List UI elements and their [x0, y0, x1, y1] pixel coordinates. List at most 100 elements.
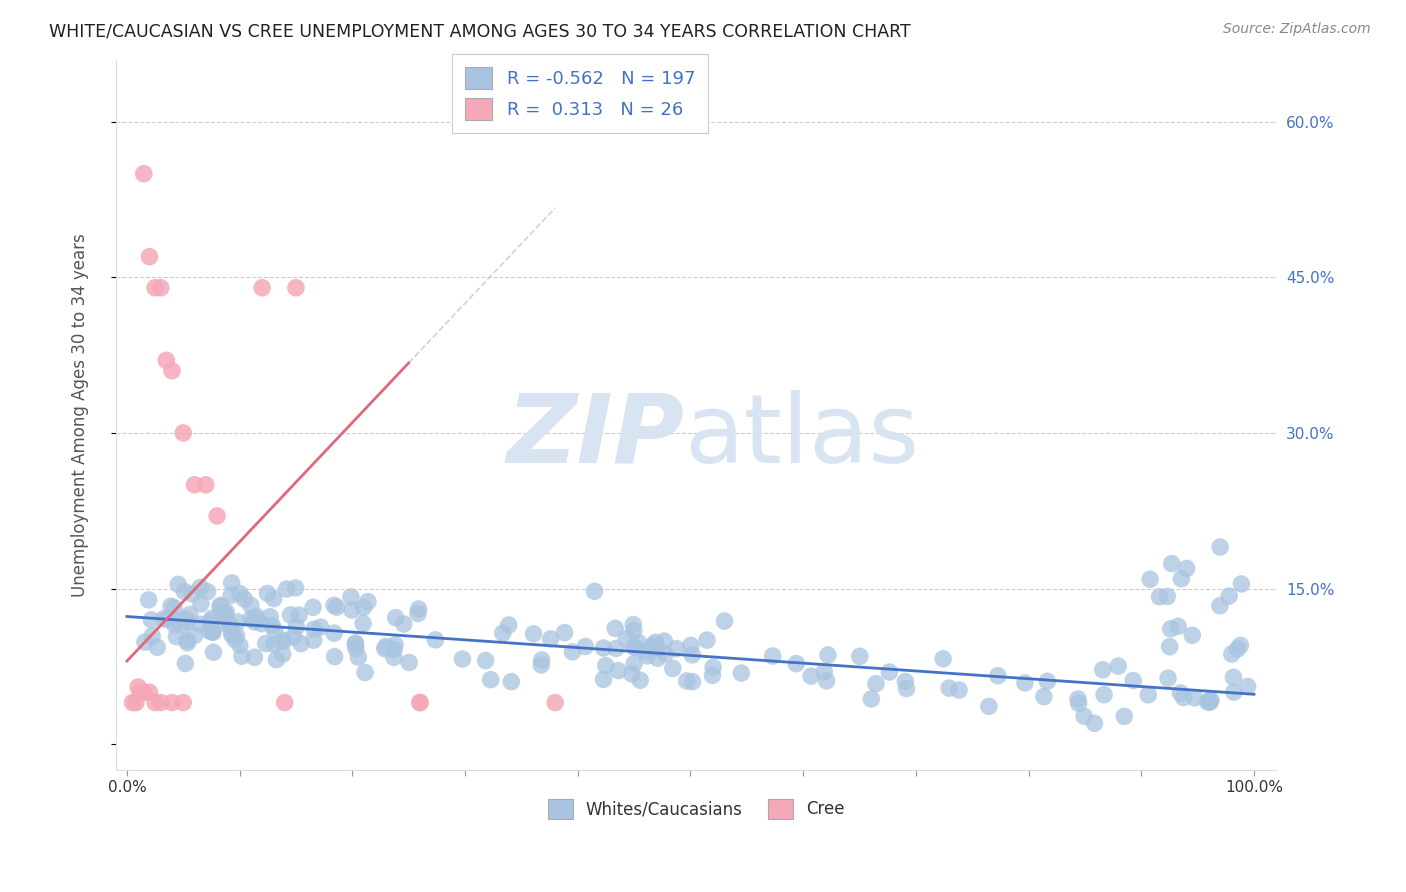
Point — [344, 641, 367, 656]
Point — [167, 577, 190, 591]
Point — [215, 605, 238, 619]
Point — [374, 640, 396, 654]
Point — [225, 628, 247, 642]
Point — [156, 612, 179, 626]
Point — [1014, 676, 1036, 690]
Point — [382, 642, 405, 657]
Point — [125, 696, 148, 710]
Point — [357, 594, 380, 608]
Point — [1114, 709, 1136, 723]
Point — [607, 664, 630, 678]
Point — [641, 639, 664, 653]
Point — [214, 606, 236, 620]
Point — [392, 617, 415, 632]
Point — [1067, 692, 1090, 706]
Point — [474, 654, 496, 668]
Point — [200, 614, 222, 628]
Point — [634, 644, 657, 658]
Text: Source: ZipAtlas.com: Source: ZipAtlas.com — [1223, 22, 1371, 37]
Point — [382, 650, 405, 665]
Point — [498, 618, 520, 632]
Point — [652, 634, 675, 648]
Point — [160, 599, 183, 614]
Point — [243, 611, 266, 625]
Point — [1139, 572, 1161, 586]
Point — [1067, 696, 1090, 710]
Point — [654, 647, 676, 661]
Point — [409, 696, 432, 710]
Point — [250, 281, 273, 295]
Point — [675, 673, 697, 688]
Point — [243, 615, 266, 629]
Point — [1173, 690, 1195, 705]
Point — [263, 591, 285, 606]
Point — [977, 699, 1000, 714]
Point — [621, 617, 644, 632]
Point — [190, 617, 212, 632]
Point — [143, 696, 166, 710]
Point — [636, 648, 658, 663]
Point — [243, 650, 266, 665]
Point — [1156, 590, 1178, 604]
Point — [384, 638, 406, 652]
Point — [1157, 671, 1180, 685]
Point — [1199, 693, 1222, 707]
Point — [1229, 639, 1251, 653]
Point — [129, 685, 152, 699]
Point — [1222, 670, 1244, 684]
Point — [146, 640, 169, 655]
Point — [190, 597, 212, 611]
Point — [134, 635, 156, 649]
Point — [283, 629, 305, 643]
Point — [409, 696, 432, 710]
Point — [288, 608, 311, 623]
Point — [219, 618, 242, 632]
Point — [149, 281, 172, 295]
Point — [1184, 690, 1206, 705]
Point — [239, 612, 262, 626]
Point — [817, 648, 839, 662]
Point — [645, 641, 668, 656]
Point — [1036, 674, 1059, 689]
Point — [1032, 690, 1054, 704]
Point — [344, 637, 367, 651]
Point — [138, 685, 160, 699]
Point — [1223, 685, 1246, 699]
Point — [302, 622, 325, 636]
Point — [141, 613, 163, 627]
Point — [181, 587, 204, 601]
Point — [813, 665, 835, 679]
Point — [665, 641, 688, 656]
Point — [323, 649, 346, 664]
Point — [302, 600, 325, 615]
Point — [592, 640, 614, 655]
Point — [1218, 589, 1240, 603]
Point — [138, 250, 160, 264]
Point — [398, 656, 420, 670]
Point — [226, 615, 249, 629]
Point — [190, 581, 212, 595]
Text: ZIP: ZIP — [506, 390, 685, 483]
Point — [163, 617, 186, 632]
Point — [302, 633, 325, 648]
Point — [323, 626, 346, 640]
Point — [245, 609, 267, 624]
Point — [132, 167, 155, 181]
Point — [165, 614, 187, 628]
Point — [451, 652, 474, 666]
Point — [198, 624, 221, 638]
Point — [209, 599, 232, 613]
Point — [1220, 647, 1243, 661]
Point — [138, 593, 160, 607]
Point — [1083, 716, 1105, 731]
Point — [224, 632, 246, 647]
Point — [309, 620, 332, 634]
Y-axis label: Unemployment Among Ages 30 to 34 years: Unemployment Among Ages 30 to 34 years — [72, 233, 89, 597]
Point — [340, 603, 363, 617]
Point — [172, 696, 194, 710]
Point — [408, 602, 430, 616]
Point — [624, 640, 647, 655]
Point — [290, 637, 312, 651]
Point — [160, 696, 183, 710]
Point — [620, 667, 643, 681]
